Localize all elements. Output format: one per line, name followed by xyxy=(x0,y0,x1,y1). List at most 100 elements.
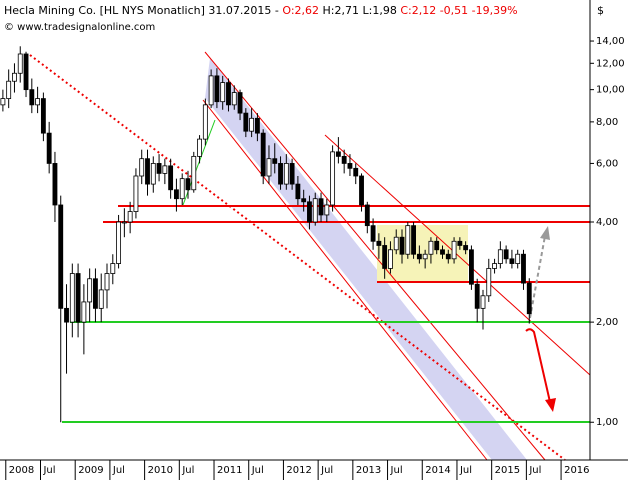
candle-body xyxy=(480,295,486,309)
x-tick-label: 2015 xyxy=(495,465,520,476)
candle-body xyxy=(133,175,139,212)
candle-body xyxy=(266,158,272,177)
candle-body xyxy=(220,82,226,103)
candle-body xyxy=(17,53,23,74)
arrow-head xyxy=(540,226,550,240)
subtitle: © www.tradesignalonline.com xyxy=(4,22,155,33)
candle-body xyxy=(324,204,330,216)
candle-body xyxy=(312,198,318,223)
candle-body xyxy=(451,240,457,260)
candle-body xyxy=(509,258,515,264)
candle-body xyxy=(289,163,295,185)
channel-upper xyxy=(204,51,546,461)
candle-body xyxy=(52,163,58,206)
candle-body xyxy=(12,72,17,82)
candle-body xyxy=(434,240,440,251)
hl-label: H:2,71 L:1,98 xyxy=(323,4,397,17)
x-tick-label: Jul xyxy=(390,465,403,476)
candle-body xyxy=(283,163,289,185)
candle-body xyxy=(492,263,497,269)
candle-body xyxy=(295,183,301,200)
candle-body xyxy=(0,98,6,106)
bearish-arrow xyxy=(525,328,551,403)
x-tick-label: Jul xyxy=(181,465,194,476)
candle-body xyxy=(405,225,411,255)
y-tick-label: 2,00 xyxy=(596,317,618,328)
chart-title: Hecla Mining Co. [HL NYS Monatlich] 31.0… xyxy=(4,4,518,17)
candle-body xyxy=(497,249,503,264)
candle-body xyxy=(463,245,469,251)
x-tick-label: Jul xyxy=(251,465,264,476)
candle-body xyxy=(127,211,133,223)
x-tick-label: 2013 xyxy=(356,465,381,476)
x-tick-label: 2010 xyxy=(148,465,173,476)
resistance-trendline xyxy=(324,134,591,376)
x-tick-label: 2012 xyxy=(286,465,311,476)
candle-body xyxy=(254,117,260,134)
candle-body xyxy=(341,155,347,164)
candle-body xyxy=(272,158,278,164)
candle-body xyxy=(75,273,81,323)
candle-body xyxy=(226,82,231,106)
candle-body xyxy=(231,92,237,106)
candle-body xyxy=(81,301,87,323)
candle-body xyxy=(260,132,266,177)
candle-body xyxy=(6,80,12,99)
y-tick-label: 14,00 xyxy=(596,36,625,47)
candle-body xyxy=(23,53,29,91)
candle-body xyxy=(110,263,116,274)
candle-body xyxy=(416,253,422,260)
candle-body xyxy=(370,225,376,242)
x-tick-label: 2014 xyxy=(425,465,450,476)
candle-body xyxy=(335,151,341,157)
candle-body xyxy=(318,198,324,216)
candle-body xyxy=(69,273,75,323)
candle-body xyxy=(208,75,214,106)
candle-body xyxy=(162,165,168,174)
candle-body xyxy=(191,155,197,191)
candle-body xyxy=(399,236,405,255)
candle-body xyxy=(237,92,243,114)
candle-body xyxy=(376,240,382,246)
candle-body xyxy=(168,165,174,191)
arrow-head xyxy=(545,398,556,412)
y-unit: $ xyxy=(597,4,604,17)
y-tick-label: 10,00 xyxy=(596,85,625,96)
candle-body xyxy=(214,75,220,103)
y-tick-label: 8,00 xyxy=(596,117,618,128)
title-text: Hecla Mining Co. [HL NYS Monatlich] 31.0… xyxy=(4,4,279,17)
trend-channel xyxy=(205,58,527,460)
y-tick-label: 12,00 xyxy=(596,58,625,69)
candle-body xyxy=(515,253,521,264)
candle-body xyxy=(249,117,255,132)
x-tick-label: 2008 xyxy=(9,465,34,476)
candle-body xyxy=(87,278,93,303)
candle-body xyxy=(35,98,41,106)
candle-body xyxy=(150,163,156,185)
candle-body xyxy=(382,245,388,269)
x-tick-label: Jul xyxy=(112,465,125,476)
open-label: O:2,62 xyxy=(282,4,319,17)
candle-body xyxy=(185,178,191,191)
candle-body xyxy=(486,268,492,297)
candle-body xyxy=(173,189,179,200)
candle-body xyxy=(503,249,509,260)
candle-body xyxy=(468,249,474,285)
candle-body xyxy=(64,307,69,323)
candle-body xyxy=(156,163,162,174)
candle-body xyxy=(521,253,526,284)
candle-body xyxy=(440,249,445,255)
candle-body xyxy=(526,282,532,315)
candle-body xyxy=(393,236,399,251)
candle-body xyxy=(29,89,35,106)
candle-body xyxy=(58,204,64,309)
x-tick-label: Jul xyxy=(459,465,472,476)
candle-body xyxy=(364,204,370,227)
candle-body xyxy=(388,249,393,269)
candle-body xyxy=(359,175,364,206)
candle-body xyxy=(197,138,202,157)
candle-body xyxy=(428,240,434,255)
candle-body xyxy=(457,240,463,246)
candle-body xyxy=(202,104,208,140)
